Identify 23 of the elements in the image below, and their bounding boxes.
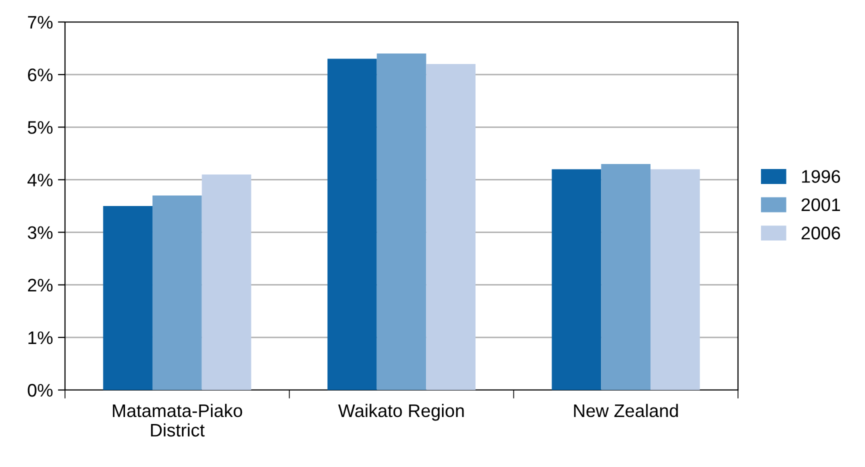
y-tick-label: 7% (28, 16, 53, 29)
bar (376, 54, 426, 390)
bar (202, 174, 252, 390)
bar (650, 169, 700, 390)
bar (103, 206, 152, 390)
bar (552, 169, 602, 390)
y-tick-label: 0% (28, 384, 53, 397)
bar (601, 164, 651, 390)
y-tick-label: 3% (28, 226, 53, 240)
bar (327, 58, 377, 390)
bar (152, 195, 202, 390)
x-tick-label: New Zealand (574, 404, 678, 418)
legend-label: 2001 (802, 198, 840, 212)
x-tick-label: Matamata-Piako District (112, 404, 242, 437)
y-tick-label: 2% (28, 278, 53, 292)
y-tick-label: 1% (28, 331, 53, 344)
legend-label: 2006 (802, 226, 840, 240)
y-tick-label: 5% (28, 121, 53, 134)
legend-label: 1996 (802, 170, 840, 183)
y-tick-label: 6% (28, 68, 53, 82)
y-tick-label: 4% (28, 174, 53, 186)
x-tick-label: Waikato Region (338, 404, 464, 421)
bar (426, 64, 476, 390)
